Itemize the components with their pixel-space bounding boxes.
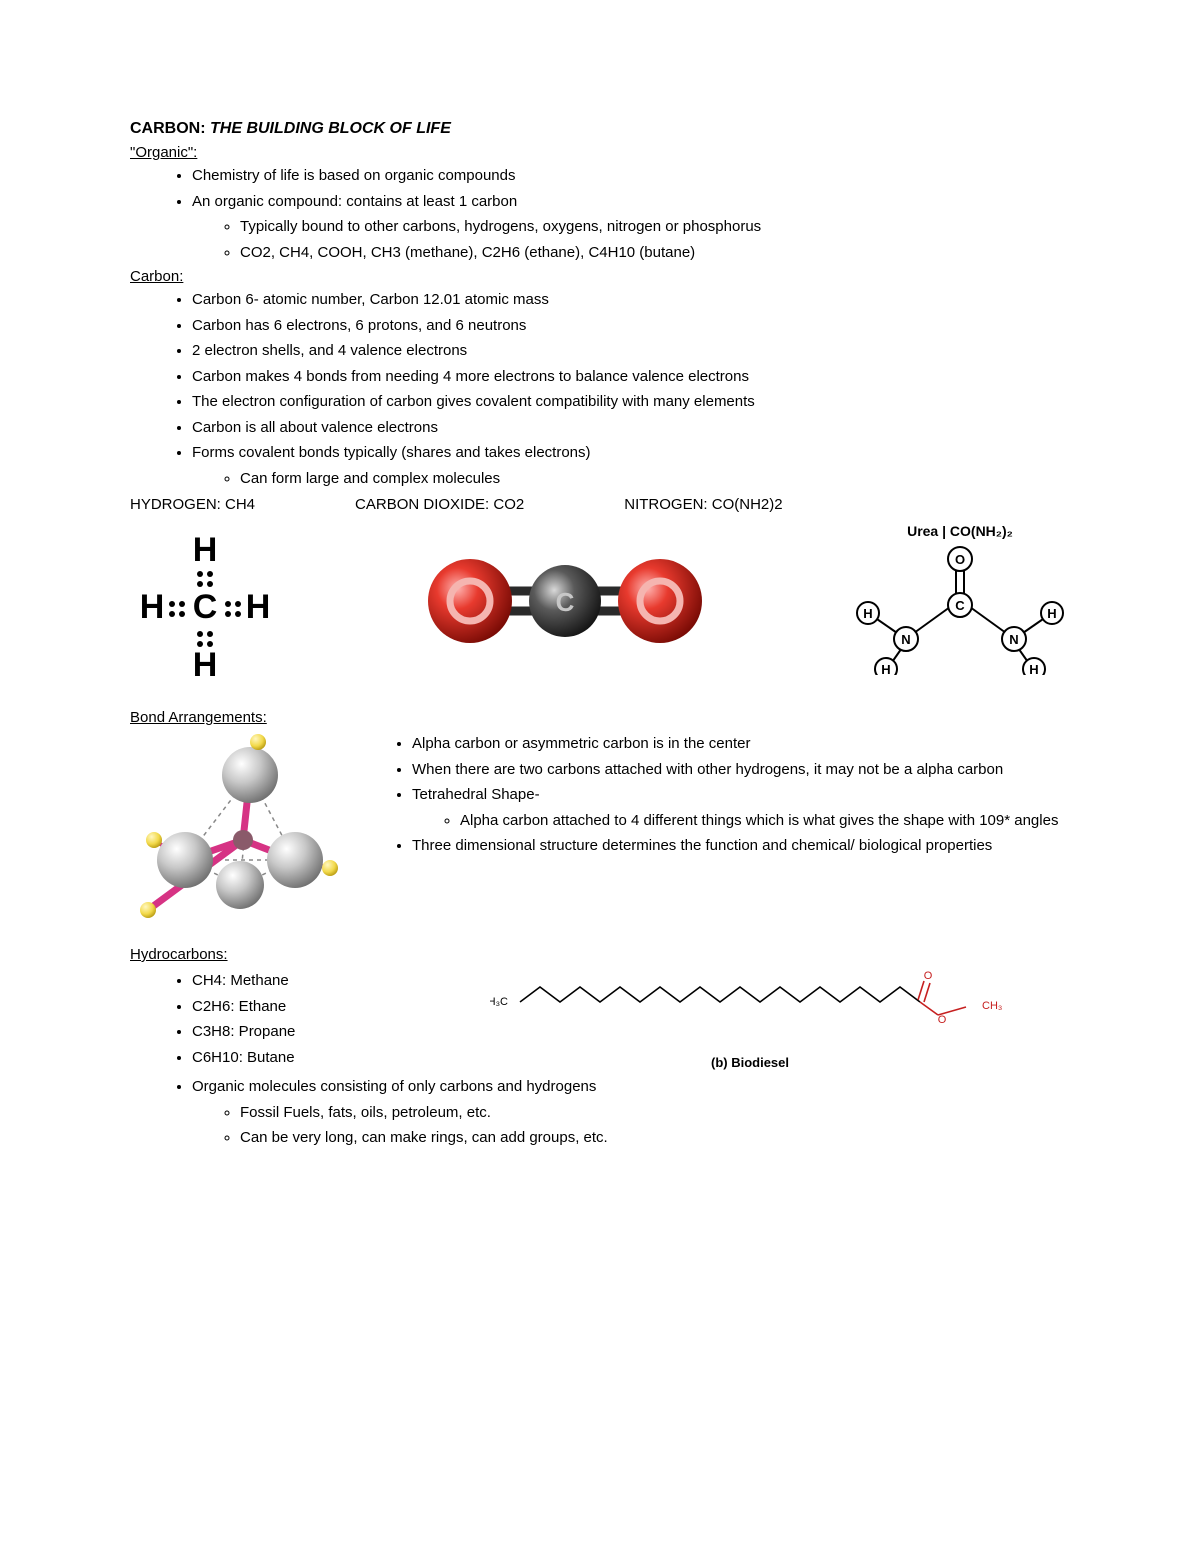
list-item: C3H8: Propane [192,1021,390,1044]
list-item: Carbon has 6 electrons, 6 protons, and 6… [192,315,1070,338]
list-item: Can form large and complex molecules [240,468,1070,491]
svg-text:N: N [901,632,910,647]
biodiesel-right-label: CH₃ [982,1000,1002,1012]
list-item: C2H6: Ethane [192,996,390,1019]
title-prefix: CARBON: [130,120,210,137]
list-item: Typically bound to other carbons, hydrog… [240,216,1070,239]
molecule-diagram-row: H H H H C [130,523,1070,679]
svg-text:H: H [881,662,890,675]
svg-text:O: O [955,552,965,567]
ch4-lewis-diagram: H H H H C [130,526,280,676]
hydro-list: CH4: Methane C2H6: Ethane C3H8: Propane … [130,970,390,1069]
section-hydro-heading: Hydrocarbons: [130,946,1070,963]
list-item: Three dimensional structure determines t… [412,835,1070,858]
label-hydrogen: HYDROGEN: CH4 [130,496,255,513]
co2-3d-diagram: C [415,541,715,661]
svg-text:H: H [246,588,271,626]
biodiesel-left-label: H₃C [490,996,508,1008]
list-item: Can be very long, can make rings, can ad… [240,1127,1070,1150]
list-item: Fossil Fuels, fats, oils, petroleum, etc… [240,1102,1070,1125]
list-item: Carbon makes 4 bonds from needing 4 more… [192,366,1070,389]
title-italic: THE BUILDING BLOCK OF LIFE [210,120,451,137]
urea-caption: Urea | CO(NH₂)₂ [850,523,1070,539]
list-item: 2 electron shells, and 4 valence electro… [192,340,1070,363]
svg-text:N: N [1009,632,1018,647]
svg-text:H: H [1047,606,1056,621]
list-item: CO2, CH4, COOH, CH3 (methane), C2H6 (eth… [240,242,1070,265]
list-item: CH4: Methane [192,970,390,993]
label-nitrogen: NITROGEN: CO(NH2)2 [624,496,782,513]
urea-diagram-wrap: Urea | CO(NH₂)₂ [850,523,1070,679]
label-co2: CARBON DIOXIDE: CO2 [355,496,524,513]
biodiesel-diagram: H₃C O O CH₃ [490,967,1010,1037]
section-bond-heading: Bond Arrangements: [130,709,1070,726]
list-item: The electron configuration of carbon giv… [192,391,1070,414]
hydro-long-list: Organic molecules consisting of only car… [130,1076,1070,1150]
list-item: Forms covalent bonds typically (shares a… [192,442,1070,490]
biodiesel-o-label2: O [938,1014,947,1026]
bond-list: Alpha carbon or asymmetric carbon is in … [384,730,1070,861]
section-organic-heading: "Organic": [130,144,1070,161]
svg-text:C: C [556,587,575,617]
list-item: Chemistry of life is based on organic co… [192,165,1070,188]
list-item: Alpha carbon attached to 4 different thi… [460,810,1070,833]
biodiesel-caption: (b) Biodiesel [430,1055,1070,1070]
section-carbon-heading: Carbon: [130,268,1070,285]
urea-diagram: O C N N H H H H [850,545,1070,675]
list-item: C6H10: Butane [192,1047,390,1070]
list-item: When there are two carbons attached with… [412,759,1070,782]
list-item: Organic molecules consisting of only car… [192,1076,1070,1150]
list-item: Tetrahedral Shape- Alpha carbon attached… [412,784,1070,832]
list-item: Alpha carbon or asymmetric carbon is in … [412,733,1070,756]
svg-text:H: H [193,646,218,676]
molecule-labels-row: HYDROGEN: CH4 CARBON DIOXIDE: CO2 NITROG… [130,496,1070,513]
svg-text:H: H [140,588,165,626]
organic-list: Chemistry of life is based on organic co… [130,165,1070,264]
list-item: Carbon is all about valence electrons [192,417,1070,440]
svg-text:C: C [193,588,218,626]
biodiesel-o-label: O [924,970,933,982]
svg-text:H: H [193,531,218,569]
page-title: CARBON: THE BUILDING BLOCK OF LIFE [130,120,1070,138]
tetrahedral-diagram [130,730,360,930]
svg-text:C: C [955,598,965,613]
list-item: An organic compound: contains at least 1… [192,191,1070,265]
svg-text:H: H [1029,662,1038,675]
carbon-list: Carbon 6- atomic number, Carbon 12.01 at… [130,289,1070,490]
list-item: Carbon 6- atomic number, Carbon 12.01 at… [192,289,1070,312]
svg-text:H: H [863,606,872,621]
